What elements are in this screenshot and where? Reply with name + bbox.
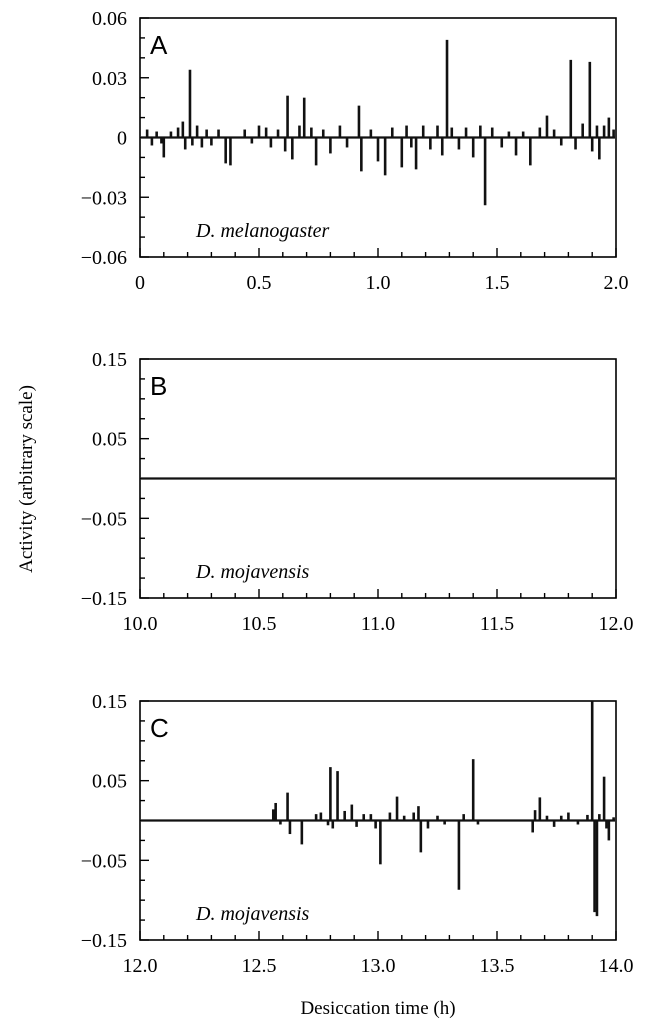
y-tick-label: −0.15 (81, 930, 127, 952)
x-tick-label: 11.0 (361, 613, 395, 635)
y-tick-label: −0.05 (81, 508, 127, 530)
panel-a-species-label: D. melanogaster (195, 220, 330, 242)
x-tick-label: 12.0 (123, 955, 158, 977)
x-tick-label: 14.0 (599, 955, 634, 977)
panel-c-plot: 12.0 12.5 13.0 13.5 14.0 0.15 0.05 −0.05 −0.15 (81, 691, 634, 977)
x-tick-label: 0 (135, 272, 145, 294)
panel-b-letter: B (150, 371, 167, 401)
panel-a: A D. melanogaster 0 0.5 1.0 1.5 2.00.060.030… (81, 8, 629, 294)
y-tick-label: −0.05 (81, 850, 127, 872)
y-tick-label: 0.05 (92, 771, 127, 793)
x-tick-label: 1.0 (366, 272, 391, 294)
x-tick-label: 13.0 (361, 955, 396, 977)
panel-b-plot: 10.0 10.5 11.0 11.5 12.0 0.15 0.05 −0.05 −0.15 (81, 349, 634, 635)
x-tick-label: 12.0 (599, 613, 634, 635)
y-tick-label: 0.06 (92, 8, 127, 30)
x-tick-label: 10.0 (123, 613, 158, 635)
x-tick-label: 0.5 (247, 272, 272, 294)
x-tick-label: 2.0 (604, 272, 629, 294)
y-tick-label: −0.15 (81, 588, 127, 610)
y-tick-label: 0.05 (92, 429, 127, 451)
x-tick-label: 1.5 (485, 272, 510, 294)
y-tick-label: 0.15 (92, 691, 127, 713)
y-tick-label: −0.03 (81, 187, 127, 209)
x-tick-label: 11.5 (480, 613, 514, 635)
panel-c-species-label: D. mojavensis (195, 903, 310, 925)
y-tick-label: 0.15 (92, 349, 127, 371)
x-axis-title: Desiccation time (h) (300, 998, 455, 1019)
y-axis-title: Activity (arbitrary scale) (16, 385, 37, 573)
panel-b-species-label: D. mojavensis (195, 561, 310, 583)
panel-a-letter: A (150, 30, 168, 60)
x-tick-label: 13.5 (480, 955, 515, 977)
y-tick-label: 0.03 (92, 68, 127, 90)
panel-a-plot: 0 0.5 1.0 1.5 2.0 0.06 0.03 0 −0.03 −0.06 (81, 8, 629, 294)
y-tick-label: 0 (117, 128, 127, 150)
y-tick-label: −0.06 (81, 247, 127, 269)
panel-c: C D. mojavensis 12.0 12.5 13.0 13.5 14.0 0.15… (81, 691, 634, 977)
x-tick-label: 10.5 (242, 613, 277, 635)
panel-c-letter: C (150, 713, 169, 743)
x-tick-label: 12.5 (242, 955, 277, 977)
panel-b: B D. mojavensis 10.0 10.5 11.0 11.5 12.0 0.15… (81, 349, 634, 635)
